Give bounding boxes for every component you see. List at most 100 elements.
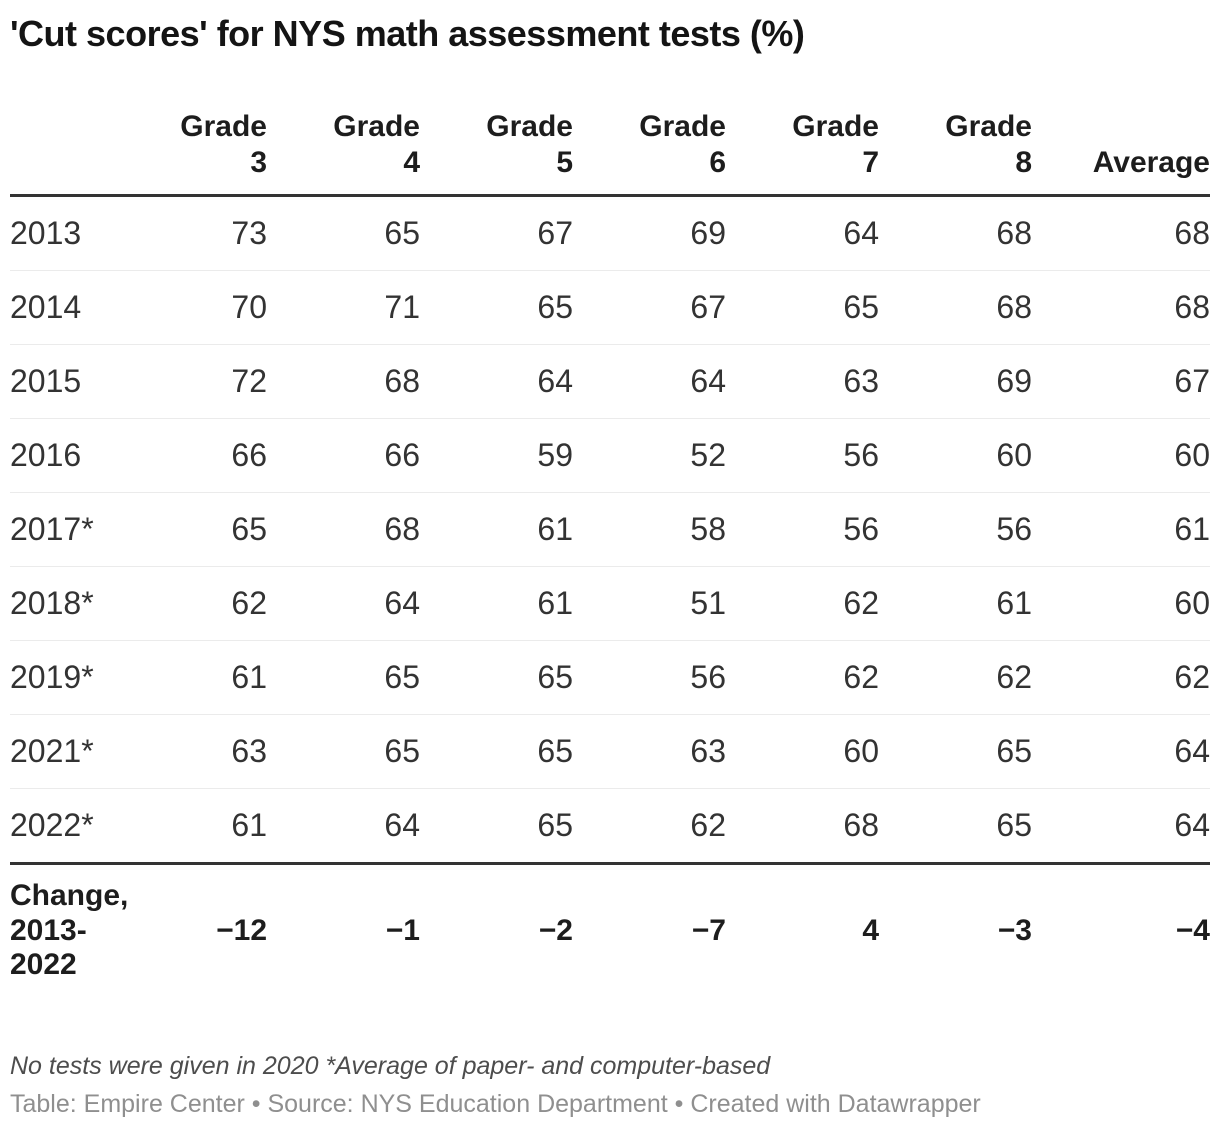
value-cell: 62	[573, 788, 726, 864]
value-cell: 61	[879, 566, 1032, 641]
table-row: 2021* 63 65 65 63 60 65 64	[10, 714, 1210, 789]
value-cell: 68	[996, 215, 1032, 252]
value-cell: 65	[879, 714, 1032, 789]
value-cell: 62	[879, 640, 1032, 715]
value-cell: 66	[267, 418, 420, 493]
table-row: 2022* 61 64 65 62 68 65 64	[10, 788, 1210, 864]
row-label: 2016	[10, 418, 114, 493]
value-cell: 61	[1032, 492, 1210, 567]
row-label: 2017*	[10, 492, 114, 567]
row-label: 2013	[10, 215, 82, 252]
table-row: 2014 70 71 65 67 65 68 68	[10, 270, 1210, 345]
value-cell: 65	[384, 215, 420, 252]
header-cell-empty	[10, 55, 114, 198]
value-cell: 65	[420, 640, 573, 715]
value-cell: 68	[1032, 270, 1210, 345]
header-cell-grade-4: Grade 4	[267, 55, 420, 198]
row-label: 2015	[10, 344, 114, 419]
value-cell: 68	[1174, 215, 1210, 252]
value-cell: 68	[879, 270, 1032, 345]
header-cell-average: Average	[1032, 55, 1210, 198]
value-cell: 68	[267, 492, 420, 567]
value-cell: 65	[114, 492, 267, 567]
header-cell-grade-3: Grade 3	[114, 55, 267, 198]
value-cell: 71	[267, 270, 420, 345]
table-notes: No tests were given in 2020 *Average of …	[10, 1051, 771, 1080]
value-cell: 65	[420, 714, 573, 789]
value-cell: 63	[726, 344, 879, 419]
row-label: 2018*	[10, 566, 114, 641]
value-cell: 60	[1032, 418, 1210, 493]
header-cell-grade-5: Grade 5	[420, 55, 573, 198]
value-cell: 60	[879, 418, 1032, 493]
value-cell: 65	[726, 270, 879, 345]
summary-value-grade-3: −12	[114, 862, 267, 1005]
value-cell: 64	[1032, 788, 1210, 864]
row-label: 2021*	[10, 714, 114, 789]
value-cell: 60	[726, 714, 879, 789]
value-cell: 64	[267, 566, 420, 641]
value-cell: 64	[267, 788, 420, 864]
table-credit: Table: Empire Center • Source: NYS Educa…	[10, 1089, 981, 1118]
value-cell: 67	[573, 270, 726, 345]
summary-value-grade-8: −3	[879, 862, 1032, 1005]
value-cell: 64	[420, 344, 573, 419]
value-cell: 56	[573, 640, 726, 715]
summary-value-grade-6: −7	[573, 862, 726, 1005]
summary-value-average: −4	[1032, 862, 1210, 1005]
value-cell: 62	[1032, 640, 1210, 715]
value-cell: 69	[690, 215, 726, 252]
summary-row: Change, 2013- 2022 −12 −1 −2 −7 4 −3 −4	[10, 862, 1210, 1005]
table-row: 2015 72 68 64 64 63 69 67	[10, 344, 1210, 419]
row-label: 2022*	[10, 788, 114, 864]
table-row: 2019* 61 65 65 56 62 62 62	[10, 640, 1210, 715]
value-cell: 66	[114, 418, 267, 493]
value-cell: 65	[879, 788, 1032, 864]
value-cell: 61	[420, 492, 573, 567]
summary-value-grade-5: −2	[420, 862, 573, 1005]
value-cell: 70	[114, 270, 267, 345]
summary-value-grade-7: 4	[726, 862, 879, 1005]
row-label: 2014	[10, 270, 114, 345]
table-row: 2013 73 65 67 69 64 68 68	[10, 196, 1210, 271]
value-cell: 63	[114, 714, 267, 789]
value-cell: 60	[1032, 566, 1210, 641]
table-body: 2013 73 65 67 69 64 68 68 2014 70 71 65 67 65 68 68 2015…	[10, 196, 1210, 864]
value-cell: 65	[267, 640, 420, 715]
value-cell: 61	[420, 566, 573, 641]
row-label: 2019*	[10, 640, 114, 715]
value-cell: 56	[726, 492, 879, 567]
header-cell-grade-7: Grade 7	[726, 55, 879, 198]
value-cell: 69	[879, 344, 1032, 419]
value-cell: 58	[573, 492, 726, 567]
value-cell: 65	[267, 714, 420, 789]
value-cell: 61	[114, 788, 267, 864]
value-cell: 56	[879, 492, 1032, 567]
value-cell: 68	[267, 344, 420, 419]
summary-value-grade-4: −1	[267, 862, 420, 1005]
summary-row-label: Change, 2013- 2022	[10, 862, 128, 1005]
value-cell: 62	[726, 566, 879, 641]
value-cell: 62	[726, 640, 879, 715]
value-cell: 59	[420, 418, 573, 493]
value-cell: 61	[114, 640, 267, 715]
value-cell: 64	[1032, 714, 1210, 789]
value-cell: 51	[573, 566, 726, 641]
header-cell-grade-6: Grade 6	[573, 55, 726, 198]
value-cell: 63	[573, 714, 726, 789]
value-cell: 67	[1032, 344, 1210, 419]
value-cell: 56	[726, 418, 879, 493]
value-cell: 52	[573, 418, 726, 493]
value-cell: 73	[231, 215, 267, 252]
header-row: Grade 3 Grade 4 Grade 5 Grade 6 Grade 7 …	[10, 55, 1210, 198]
value-cell: 65	[420, 270, 573, 345]
value-cell: 72	[114, 344, 267, 419]
cut-scores-table: Grade 3 Grade 4 Grade 5 Grade 6 Grade 7 …	[10, 55, 1210, 1005]
value-cell: 64	[573, 344, 726, 419]
header-cell-grade-8: Grade 8	[879, 55, 1032, 198]
page-title: 'Cut scores' for NYS math assessment tes…	[10, 13, 805, 54]
table-row: 2016 66 66 59 52 56 60 60	[10, 418, 1210, 493]
value-cell: 65	[420, 788, 573, 864]
value-cell: 68	[726, 788, 879, 864]
